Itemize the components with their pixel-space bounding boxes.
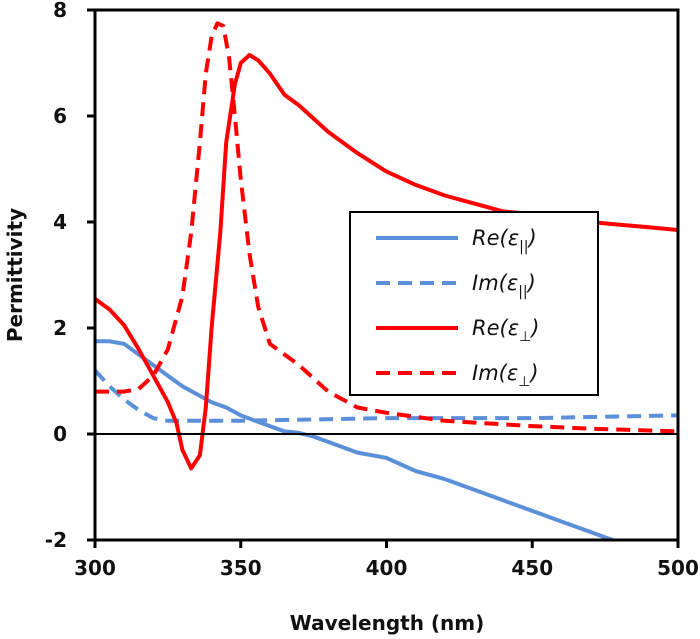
x-tick-label: 300 [74,556,116,580]
x-tick-label: 450 [511,556,553,580]
x-tick-label: 350 [220,556,262,580]
legend-label-0: Re(ε||) [472,226,537,255]
x-tick-label: 500 [657,556,699,580]
legend-label-3: Im(ε⊥) [472,361,539,390]
y-tick-label: 4 [53,210,67,234]
series-line-3 [95,21,678,434]
y-axis-label: Permittivity [3,208,27,342]
y-tick-label: 8 [53,0,67,22]
legend-box [349,211,599,396]
y-tick-label: -2 [45,528,67,552]
x-axis-label: Wavelength (nm) [290,611,485,635]
y-tick-label: 2 [53,316,67,340]
x-tick-label: 400 [366,556,408,580]
y-tick-label: 0 [53,422,67,446]
legend-label-1: Im(ε||) [472,271,536,300]
y-tick-label: 6 [53,104,67,128]
series-line-1 [95,369,678,423]
legend: Re(ε||) Im(ε||) Re(ε⊥) Im(ε⊥) [349,211,599,396]
legend-label-2: Re(ε⊥) [472,316,539,345]
